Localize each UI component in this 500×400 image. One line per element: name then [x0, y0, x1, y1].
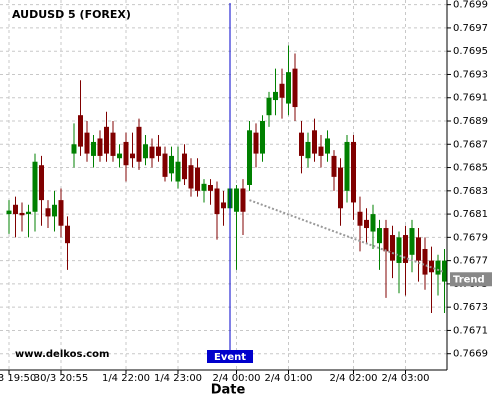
x-tick-label: 30/3 20:55 — [34, 373, 88, 384]
candle-body — [253, 132, 259, 154]
candle-body — [221, 202, 226, 209]
trend-label: Trend — [453, 274, 485, 285]
candle-body — [422, 248, 428, 275]
candle-body — [351, 141, 356, 203]
chart-title: AUDUSD 5 (FOREX) — [12, 8, 131, 21]
candle-body — [338, 167, 343, 209]
trend-line — [249, 199, 445, 274]
candle-body — [84, 132, 90, 154]
candle-body — [136, 126, 142, 162]
candle-body — [130, 153, 135, 159]
marks — [6, 45, 447, 313]
x-tick-label: 30/3 19:50 — [0, 373, 36, 384]
candle-body — [156, 146, 161, 156]
candle-body — [344, 141, 350, 191]
candle-body — [195, 167, 200, 191]
candle-body — [26, 211, 31, 215]
candle-body — [45, 208, 51, 217]
candle-body — [273, 91, 278, 101]
x-tick-label: 2/4 03:00 — [381, 373, 429, 384]
y-tick-label: 0.7679 — [453, 232, 488, 243]
candle-body — [260, 121, 265, 154]
candle-body — [123, 141, 129, 166]
y-tick-label: 0.7695 — [453, 46, 488, 57]
candle-body — [240, 188, 246, 212]
candle-body — [390, 235, 395, 261]
x-axis-label: Date — [211, 383, 246, 398]
y-tick-label: 0.7699 — [453, 0, 488, 11]
candle-body — [266, 97, 272, 116]
y-tick-label: 0.7673 — [453, 302, 488, 313]
candle-body — [117, 153, 122, 159]
candle-body — [188, 165, 194, 189]
y-tick-label: 0.7693 — [453, 69, 488, 80]
candle-body — [357, 211, 363, 226]
candle-body — [234, 188, 239, 212]
y-tick-label: 0.7669 — [453, 349, 488, 360]
candle-body — [435, 260, 441, 275]
candle-body — [325, 138, 330, 154]
y-tick-label: 0.7689 — [453, 116, 488, 127]
candle-body — [149, 146, 155, 159]
candle-body — [279, 83, 285, 98]
candle-body — [208, 185, 213, 191]
candle-body — [78, 115, 83, 147]
x-tick-label: 2/4 00:00 — [212, 373, 260, 384]
candle-body — [39, 165, 44, 201]
y-tick-label: 0.7683 — [453, 186, 488, 197]
candle-body — [442, 260, 447, 282]
candle-body — [396, 237, 402, 263]
candle-body — [403, 235, 408, 263]
candle-body — [214, 188, 220, 215]
candle-body — [370, 214, 376, 232]
candle-body — [331, 155, 337, 177]
candle-body — [65, 225, 70, 244]
candle-body — [247, 130, 252, 185]
y-tick-label: 0.7691 — [453, 93, 488, 104]
candle-body — [162, 153, 168, 177]
x-tick-label: 1/4 22:00 — [102, 373, 150, 384]
candle-body — [299, 132, 304, 156]
y-tick-label: 0.7681 — [453, 209, 488, 220]
candle-body — [13, 204, 18, 215]
candle-body — [416, 237, 421, 261]
candle-body — [377, 228, 382, 244]
x-tick-label: 2/4 01:00 — [264, 373, 312, 384]
y-tick-label: 0.7687 — [453, 139, 488, 150]
y-tick-label: 0.7697 — [453, 23, 488, 34]
candle-body — [97, 138, 103, 156]
event-label-box — [207, 350, 253, 363]
candle-body — [292, 68, 298, 108]
candle-body — [110, 132, 116, 156]
candle-body — [104, 126, 109, 154]
y-tick-label: 0.7671 — [453, 325, 488, 336]
event-label: Event — [214, 352, 246, 363]
candle-body — [58, 200, 64, 226]
y-tick-label: 0.7685 — [453, 163, 488, 174]
candle-body — [6, 210, 12, 215]
candle-body — [169, 155, 174, 174]
watermark: www.delkos.com — [15, 349, 109, 360]
x-tick-label: 2/4 02:00 — [329, 373, 377, 384]
x-tick-label: 1/4 23:00 — [154, 373, 202, 384]
candle-body — [19, 212, 25, 216]
candle-body — [383, 228, 389, 252]
candle-body — [409, 228, 415, 255]
candle-body — [71, 144, 77, 154]
candle-body — [52, 204, 57, 217]
candle-body — [32, 161, 38, 212]
candle-body — [305, 141, 311, 159]
candle-body — [201, 183, 207, 191]
y-tick-label: 0.7677 — [453, 256, 488, 267]
candle-body — [312, 130, 317, 154]
candle-body — [318, 146, 324, 156]
candle-body — [364, 219, 369, 229]
trend-label-box — [450, 272, 492, 287]
candle-body — [143, 144, 148, 159]
candle-body — [182, 153, 187, 180]
candle-body — [175, 161, 181, 182]
candle-body — [286, 72, 291, 104]
candle-body — [91, 141, 96, 156]
